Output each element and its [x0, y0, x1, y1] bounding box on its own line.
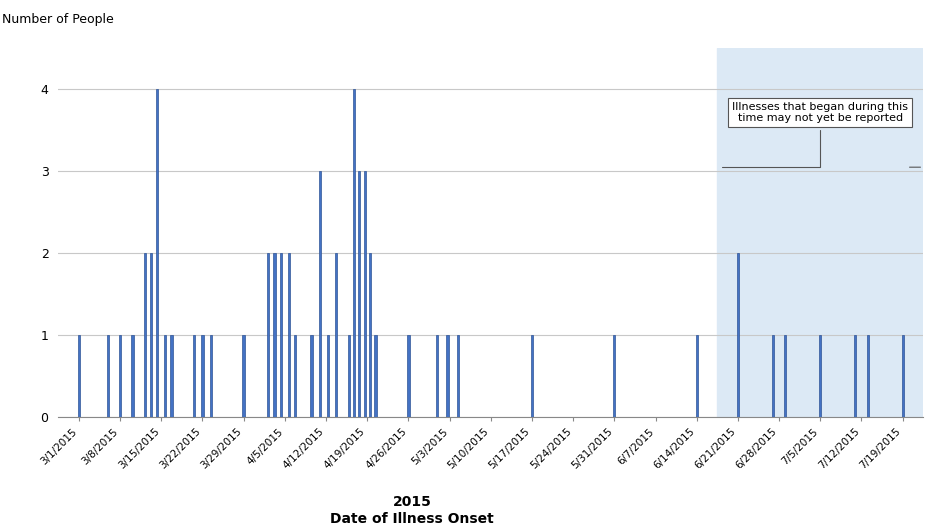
- Bar: [119, 335, 121, 417]
- Bar: [267, 253, 270, 417]
- Text: Illnesses that began during this
time may not yet be reported: Illnesses that began during this time ma…: [723, 102, 908, 167]
- Bar: [353, 89, 355, 417]
- Bar: [242, 335, 244, 417]
- Text: Number of People: Number of People: [2, 13, 114, 26]
- Bar: [374, 335, 376, 417]
- Bar: [901, 335, 904, 417]
- Bar: [311, 335, 313, 417]
- Bar: [335, 253, 337, 417]
- Bar: [150, 253, 152, 417]
- Bar: [737, 253, 739, 417]
- Bar: [363, 171, 366, 417]
- Bar: [531, 335, 534, 417]
- Bar: [819, 335, 822, 417]
- Bar: [772, 335, 774, 417]
- Bar: [784, 335, 786, 417]
- Bar: [201, 335, 203, 417]
- Bar: [695, 335, 698, 417]
- Bar: [369, 253, 372, 417]
- Bar: [327, 335, 329, 417]
- Bar: [273, 253, 275, 417]
- Bar: [156, 89, 158, 417]
- Bar: [210, 335, 212, 417]
- Bar: [407, 335, 410, 417]
- Bar: [457, 335, 459, 417]
- Bar: [131, 335, 134, 417]
- Bar: [294, 335, 296, 417]
- Bar: [280, 253, 282, 417]
- Bar: [717, 48, 923, 417]
- Bar: [446, 335, 448, 417]
- Bar: [855, 335, 856, 417]
- Bar: [164, 335, 167, 417]
- Bar: [867, 335, 869, 417]
- Bar: [287, 253, 290, 417]
- Bar: [358, 171, 360, 417]
- Bar: [78, 335, 80, 417]
- Bar: [436, 335, 438, 417]
- Text: 2015: 2015: [392, 495, 431, 509]
- Bar: [170, 335, 172, 417]
- Bar: [613, 335, 616, 417]
- Bar: [143, 253, 146, 417]
- Bar: [193, 335, 196, 417]
- Bar: [318, 171, 321, 417]
- Bar: [107, 335, 109, 417]
- Text: Date of Illness Onset: Date of Illness Onset: [330, 512, 493, 524]
- Bar: [347, 335, 350, 417]
